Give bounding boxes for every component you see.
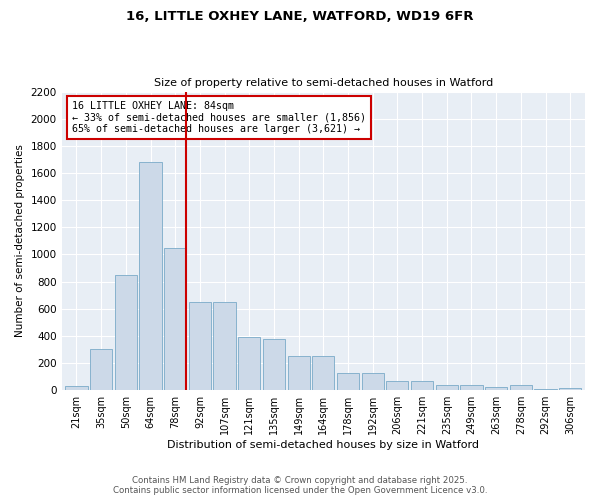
- Bar: [164, 248, 187, 390]
- Bar: [337, 372, 359, 390]
- Bar: [386, 380, 409, 390]
- Bar: [139, 162, 161, 390]
- Bar: [214, 302, 236, 390]
- Bar: [535, 389, 557, 390]
- Bar: [312, 356, 334, 390]
- Bar: [362, 372, 384, 390]
- Bar: [90, 350, 112, 390]
- Bar: [287, 356, 310, 390]
- Y-axis label: Number of semi-detached properties: Number of semi-detached properties: [15, 144, 25, 338]
- Title: Size of property relative to semi-detached houses in Watford: Size of property relative to semi-detach…: [154, 78, 493, 88]
- Bar: [411, 380, 433, 390]
- Text: 16, LITTLE OXHEY LANE, WATFORD, WD19 6FR: 16, LITTLE OXHEY LANE, WATFORD, WD19 6FR: [126, 10, 474, 23]
- X-axis label: Distribution of semi-detached houses by size in Watford: Distribution of semi-detached houses by …: [167, 440, 479, 450]
- Text: 16 LITTLE OXHEY LANE: 84sqm
← 33% of semi-detached houses are smaller (1,856)
65: 16 LITTLE OXHEY LANE: 84sqm ← 33% of sem…: [72, 100, 366, 134]
- Bar: [189, 302, 211, 390]
- Bar: [65, 386, 88, 390]
- Text: Contains HM Land Registry data © Crown copyright and database right 2025.
Contai: Contains HM Land Registry data © Crown c…: [113, 476, 487, 495]
- Bar: [510, 385, 532, 390]
- Bar: [559, 388, 581, 390]
- Bar: [460, 385, 482, 390]
- Bar: [115, 275, 137, 390]
- Bar: [238, 338, 260, 390]
- Bar: [485, 387, 507, 390]
- Bar: [436, 385, 458, 390]
- Bar: [263, 338, 285, 390]
